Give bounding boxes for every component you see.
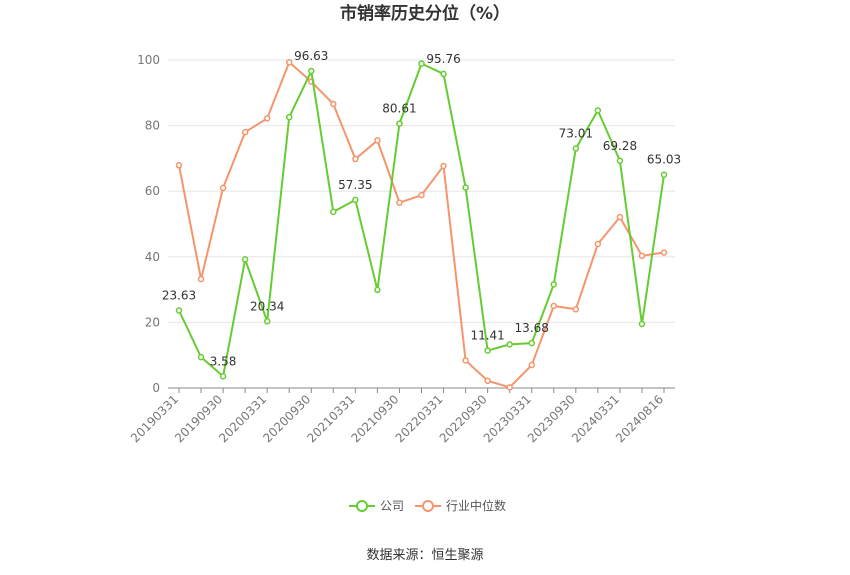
data-point: [352, 155, 359, 163]
data-label: 73.01: [559, 127, 593, 141]
legend-label: 公司: [380, 499, 404, 513]
y-tick-label: 0: [152, 381, 160, 395]
series-layer: [175, 59, 668, 391]
data-point: [462, 184, 469, 191]
chart-title: 市销率历史分位（%）: [340, 3, 510, 24]
data-point: [175, 162, 183, 169]
y-tick-label: 20: [145, 315, 160, 329]
data-point: [330, 100, 337, 108]
data-point: [528, 339, 535, 347]
data-label: 13.68: [515, 321, 549, 335]
data-point: [374, 286, 381, 294]
data-label: 23.63: [162, 288, 196, 302]
legend-label: 行业中位数: [446, 498, 506, 513]
data-label: 69.28: [603, 139, 637, 153]
data-point: [241, 256, 249, 263]
data-point: [263, 318, 271, 325]
data-point: [330, 208, 337, 216]
data-point: [506, 384, 513, 391]
data-point: [528, 361, 535, 369]
x-tick-label: 20240816: [613, 392, 666, 445]
legend: 公司 行业中位数: [349, 498, 506, 513]
data-point: [263, 115, 271, 122]
data-point: [285, 59, 293, 66]
data-point: [418, 60, 425, 67]
data-point: [550, 281, 558, 288]
data-point: [616, 213, 624, 221]
data-point: [594, 107, 602, 114]
data-label: 3.58: [210, 354, 237, 368]
x-axis: 2019033120190930202003312020093020210331…: [128, 387, 675, 445]
data-point: [219, 373, 227, 380]
legend-marker: [422, 500, 434, 512]
data-point: [241, 128, 249, 136]
data-point: [440, 70, 447, 78]
data-point: [197, 275, 205, 283]
data-point: [572, 306, 580, 313]
data-point: [197, 353, 205, 361]
source-note: 数据来源：恒生聚源: [366, 548, 483, 563]
data-point: [175, 307, 183, 314]
y-tick-label: 80: [145, 119, 160, 133]
data-point: [660, 249, 668, 256]
y-tick-label: 40: [145, 250, 160, 264]
data-point: [616, 157, 624, 165]
data-label: 65.03: [647, 153, 681, 167]
data-point: [285, 113, 293, 121]
data-label: 95.76: [426, 52, 460, 66]
data-point: [440, 162, 447, 170]
data-point: [638, 320, 646, 328]
series-line: [178, 61, 665, 389]
data-point: [660, 171, 668, 178]
data-label: 20.34: [250, 299, 284, 313]
data-labels: 23.63 3.58 20.34 96.63 57.35 80.61 95.76 11.41 1…: [162, 49, 681, 368]
data-point: [572, 145, 580, 152]
data-point: [396, 120, 403, 127]
data-label: 57.35: [338, 178, 372, 192]
y-tick-label: 100: [137, 53, 160, 67]
data-point: [594, 240, 602, 248]
data-point: [638, 252, 646, 260]
data-point: [484, 377, 491, 385]
data-point: [396, 199, 403, 206]
data-point: [550, 302, 558, 310]
data-point: [352, 196, 359, 204]
legend-marker: [356, 500, 368, 512]
y-axis: 0 20 40 60 80 100: [137, 53, 160, 395]
data-label: 80.61: [382, 102, 416, 116]
data-label: 11.41: [470, 329, 504, 343]
grid: [168, 59, 675, 323]
data-point: [219, 184, 227, 192]
data-point: [484, 347, 491, 354]
data-point: [374, 137, 381, 144]
data-point: [462, 357, 469, 364]
data-point: [506, 341, 513, 348]
y-tick-label: 60: [145, 184, 160, 198]
series-line: [178, 62, 665, 378]
data-point: [418, 191, 425, 199]
data-point: [308, 67, 315, 75]
data-label: 96.63: [294, 49, 328, 63]
